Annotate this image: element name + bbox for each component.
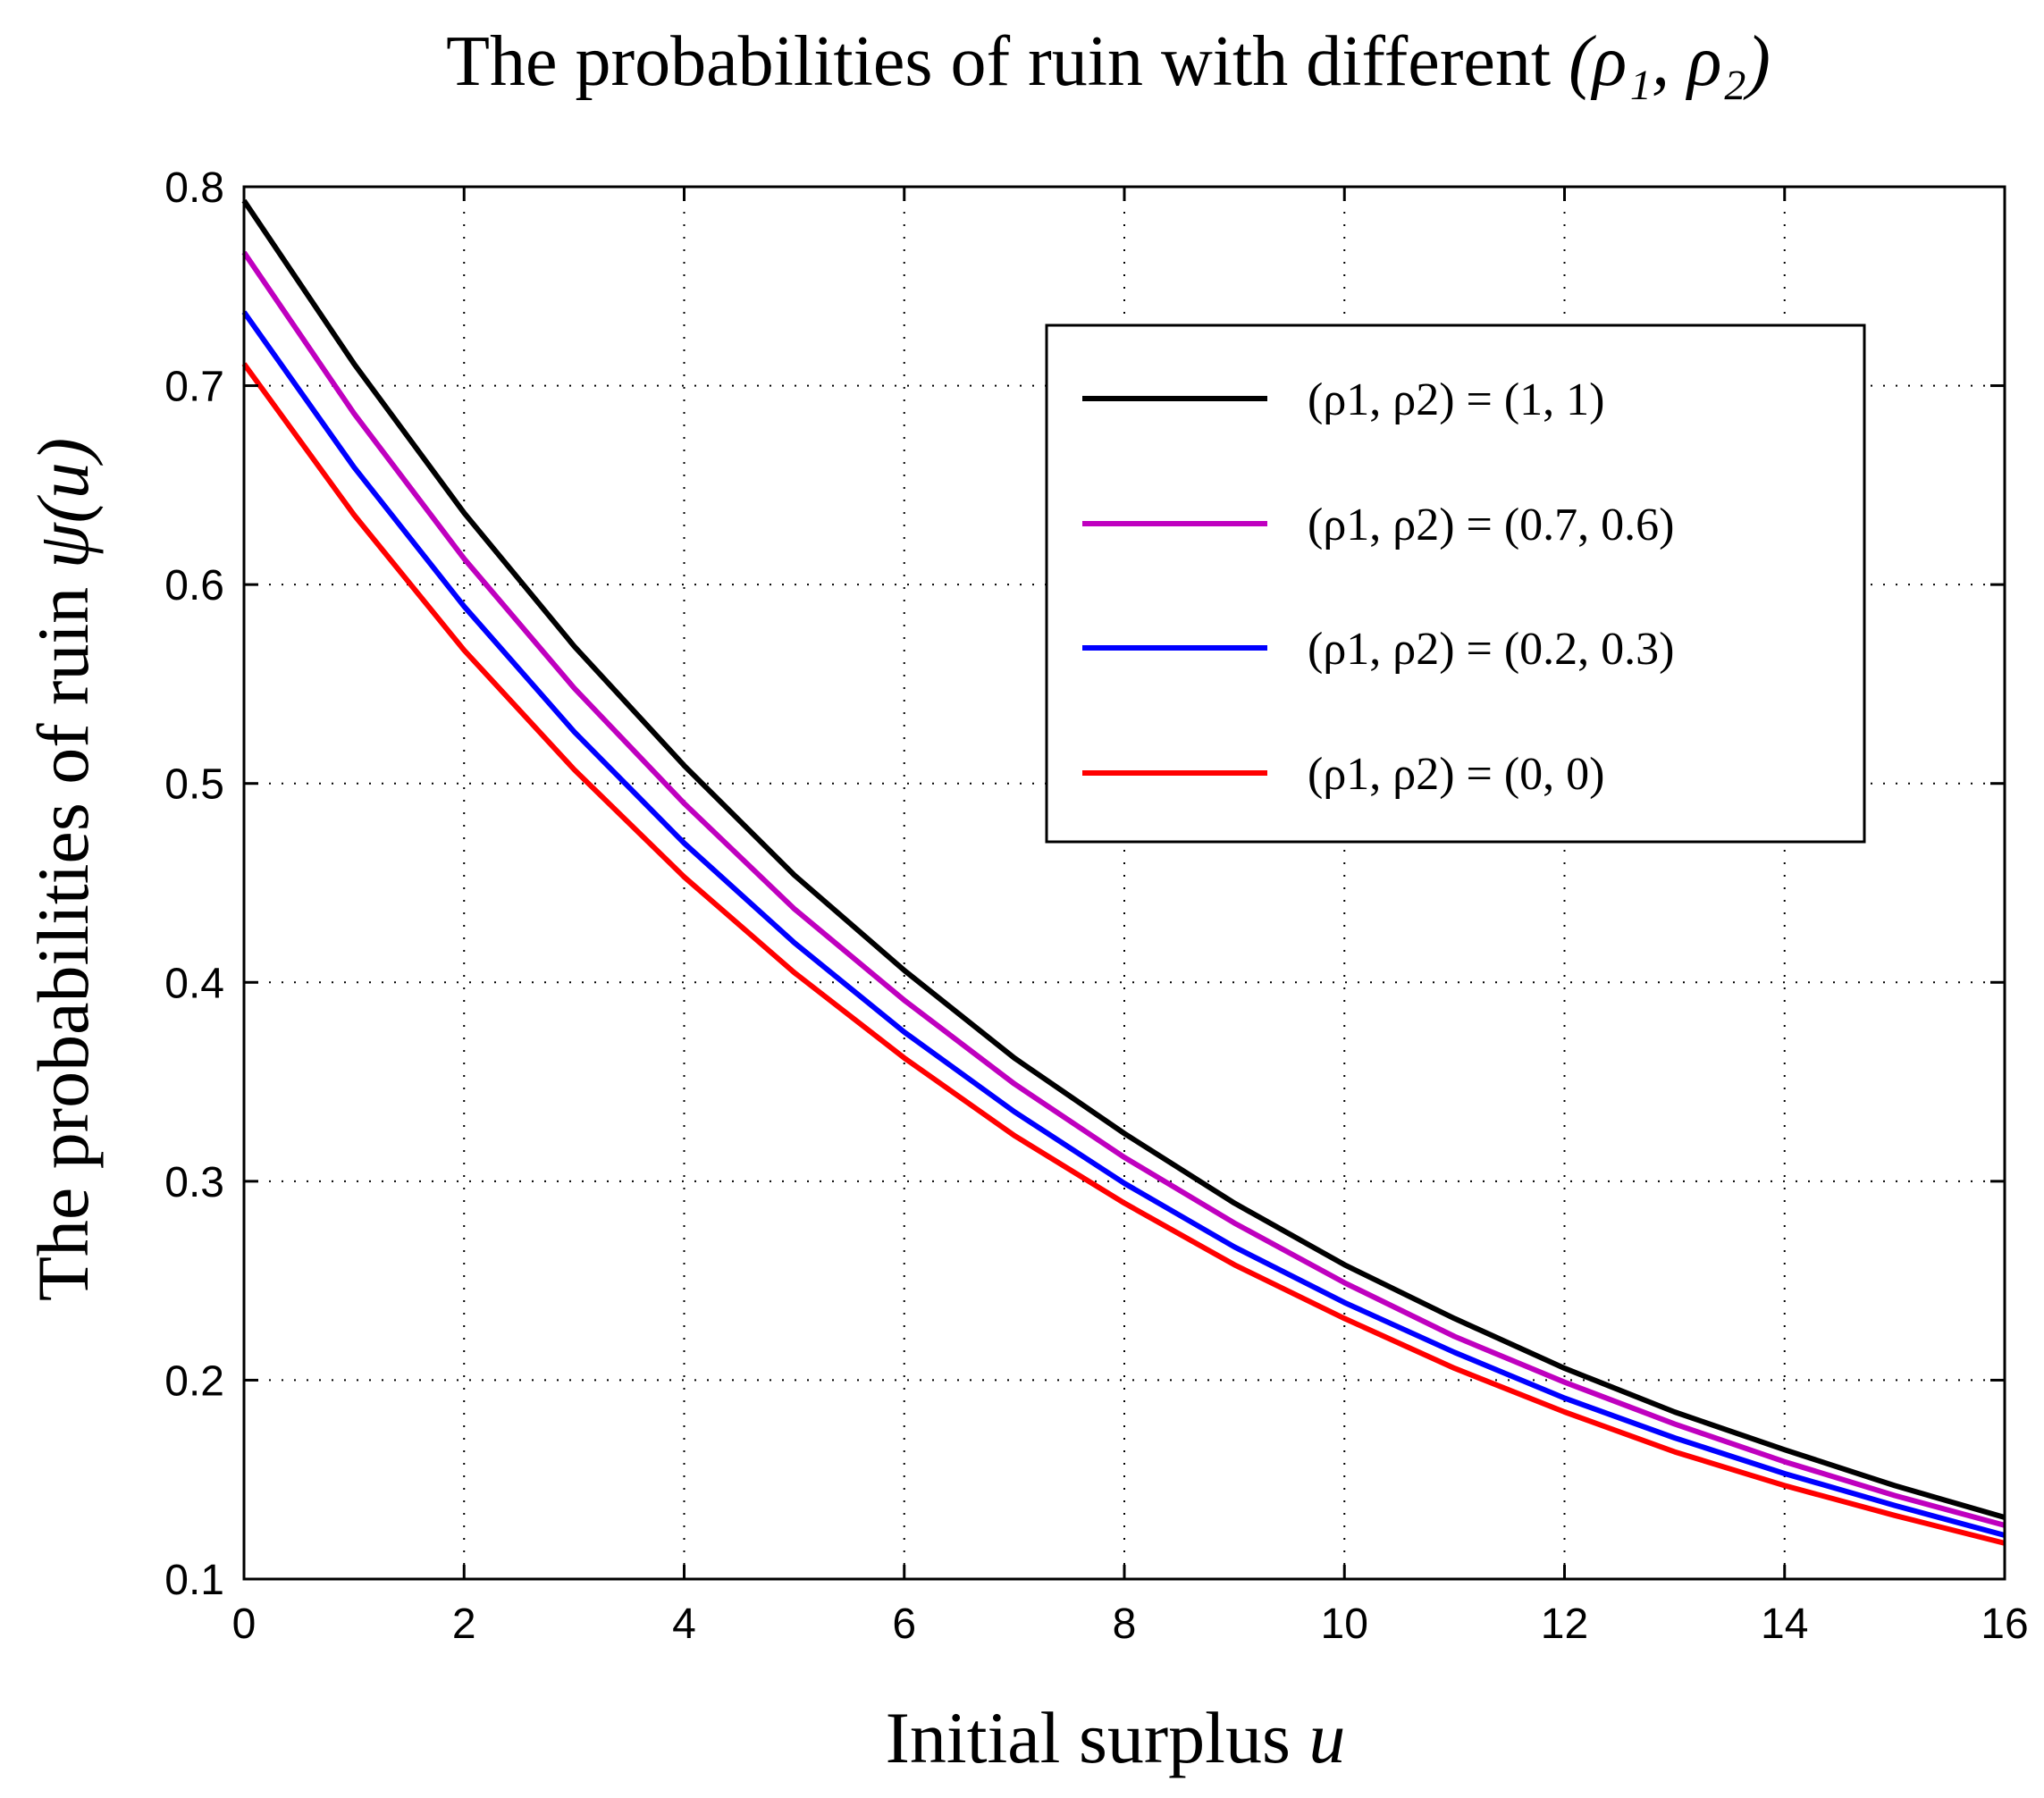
legend-label: (ρ1, ρ2) = (0.2, 0.3): [1308, 624, 1675, 675]
x-tick-label: 16: [1981, 1601, 2028, 1648]
y-tick-label: 0.8: [164, 164, 224, 212]
legend-entry: (ρ1, ρ2) = (1, 1): [1082, 374, 1605, 425]
series-line-3: [241, 310, 2006, 1538]
plot-series: [241, 198, 2006, 1546]
legend-entry: (ρ1, ρ2) = (0.2, 0.3): [1082, 624, 1675, 675]
y-tick-label: 0.6: [164, 562, 224, 609]
x-tick-label: 8: [1113, 1601, 1137, 1648]
x-tick-label: 10: [1321, 1601, 1368, 1648]
chart-title: The probabilities of ruin with different…: [446, 22, 1771, 101]
legend-label: (ρ1, ρ2) = (0, 0): [1308, 749, 1605, 800]
series-line-2: [241, 250, 2006, 1528]
y-tick-label: 0.2: [164, 1357, 224, 1405]
legend: (ρ1, ρ2) = (1, 1) (ρ1, ρ2) = (0.7, 0.6) (ρ…: [1045, 323, 1866, 844]
x-axis-title: Initial surplus u: [886, 1697, 1346, 1778]
x-tick-label: 0: [232, 1601, 257, 1648]
y-tick-label: 0.5: [164, 761, 224, 809]
legend-entry: (ρ1, ρ2) = (0.7, 0.6): [1082, 500, 1675, 550]
x-tick-label: 6: [892, 1601, 916, 1648]
series-line-4: [241, 362, 2006, 1546]
legend-box: [1045, 323, 1866, 844]
axes: [242, 185, 2006, 1581]
series-line-1: [241, 198, 2006, 1520]
x-tick-label: 4: [672, 1601, 696, 1648]
y-tick-label: 0.7: [164, 364, 224, 411]
y-tick-label: 0.1: [164, 1557, 224, 1604]
tick-labels: 0 2 4 6 8 10 12 14 16 0.1 0.2 0.3 0.4 0.5 0.6 0.7 0.8: [164, 164, 2028, 1648]
legend-label: (ρ1, ρ2) = (0.7, 0.6): [1308, 500, 1675, 550]
y-axis-title: The probabilities of ruin ψ(u): [22, 438, 104, 1301]
legend-entry: (ρ1, ρ2) = (0, 0): [1082, 749, 1605, 800]
x-tick-label: 12: [1541, 1601, 1588, 1648]
y-tick-label: 0.4: [164, 960, 224, 1007]
x-tick-label: 2: [452, 1601, 476, 1648]
y-tick-label: 0.3: [164, 1159, 224, 1206]
x-tick-label: 14: [1761, 1601, 1808, 1648]
legend-label: (ρ1, ρ2) = (1, 1): [1308, 374, 1605, 425]
